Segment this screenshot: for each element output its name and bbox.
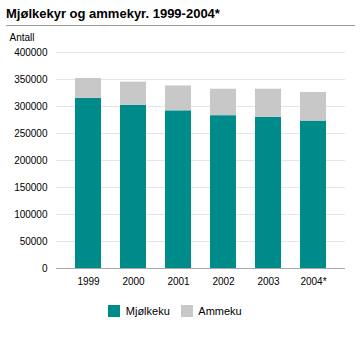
svg-text:150000: 150000: [14, 182, 48, 193]
svg-text:2004*: 2004*: [300, 276, 326, 287]
svg-text:2002: 2002: [212, 276, 235, 287]
svg-text:2001: 2001: [167, 276, 190, 287]
svg-text:1999: 1999: [77, 276, 100, 287]
svg-text:2000: 2000: [122, 276, 145, 287]
svg-text:200000: 200000: [14, 155, 48, 166]
html-text:Ammeku: Ammeku: [198, 304, 242, 317]
svg-text:Antall: Antall: [10, 32, 35, 43]
html-text:Mjølkekyr og ammekyr. 1999-200: Mjølkekyr og ammekyr. 1999-2004*: [6, 6, 220, 21]
svg-text:2003: 2003: [257, 276, 280, 287]
html-text:Mjølkeku: Mjølkeku: [125, 304, 170, 317]
svg-text:0: 0: [42, 263, 48, 274]
svg-text:400000: 400000: [14, 47, 48, 58]
svg-text:250000: 250000: [14, 128, 48, 139]
svg-text:50000: 50000: [20, 236, 48, 247]
svg-text:300000: 300000: [14, 101, 48, 112]
svg-text:100000: 100000: [14, 209, 48, 220]
svg-text:350000: 350000: [14, 74, 48, 85]
